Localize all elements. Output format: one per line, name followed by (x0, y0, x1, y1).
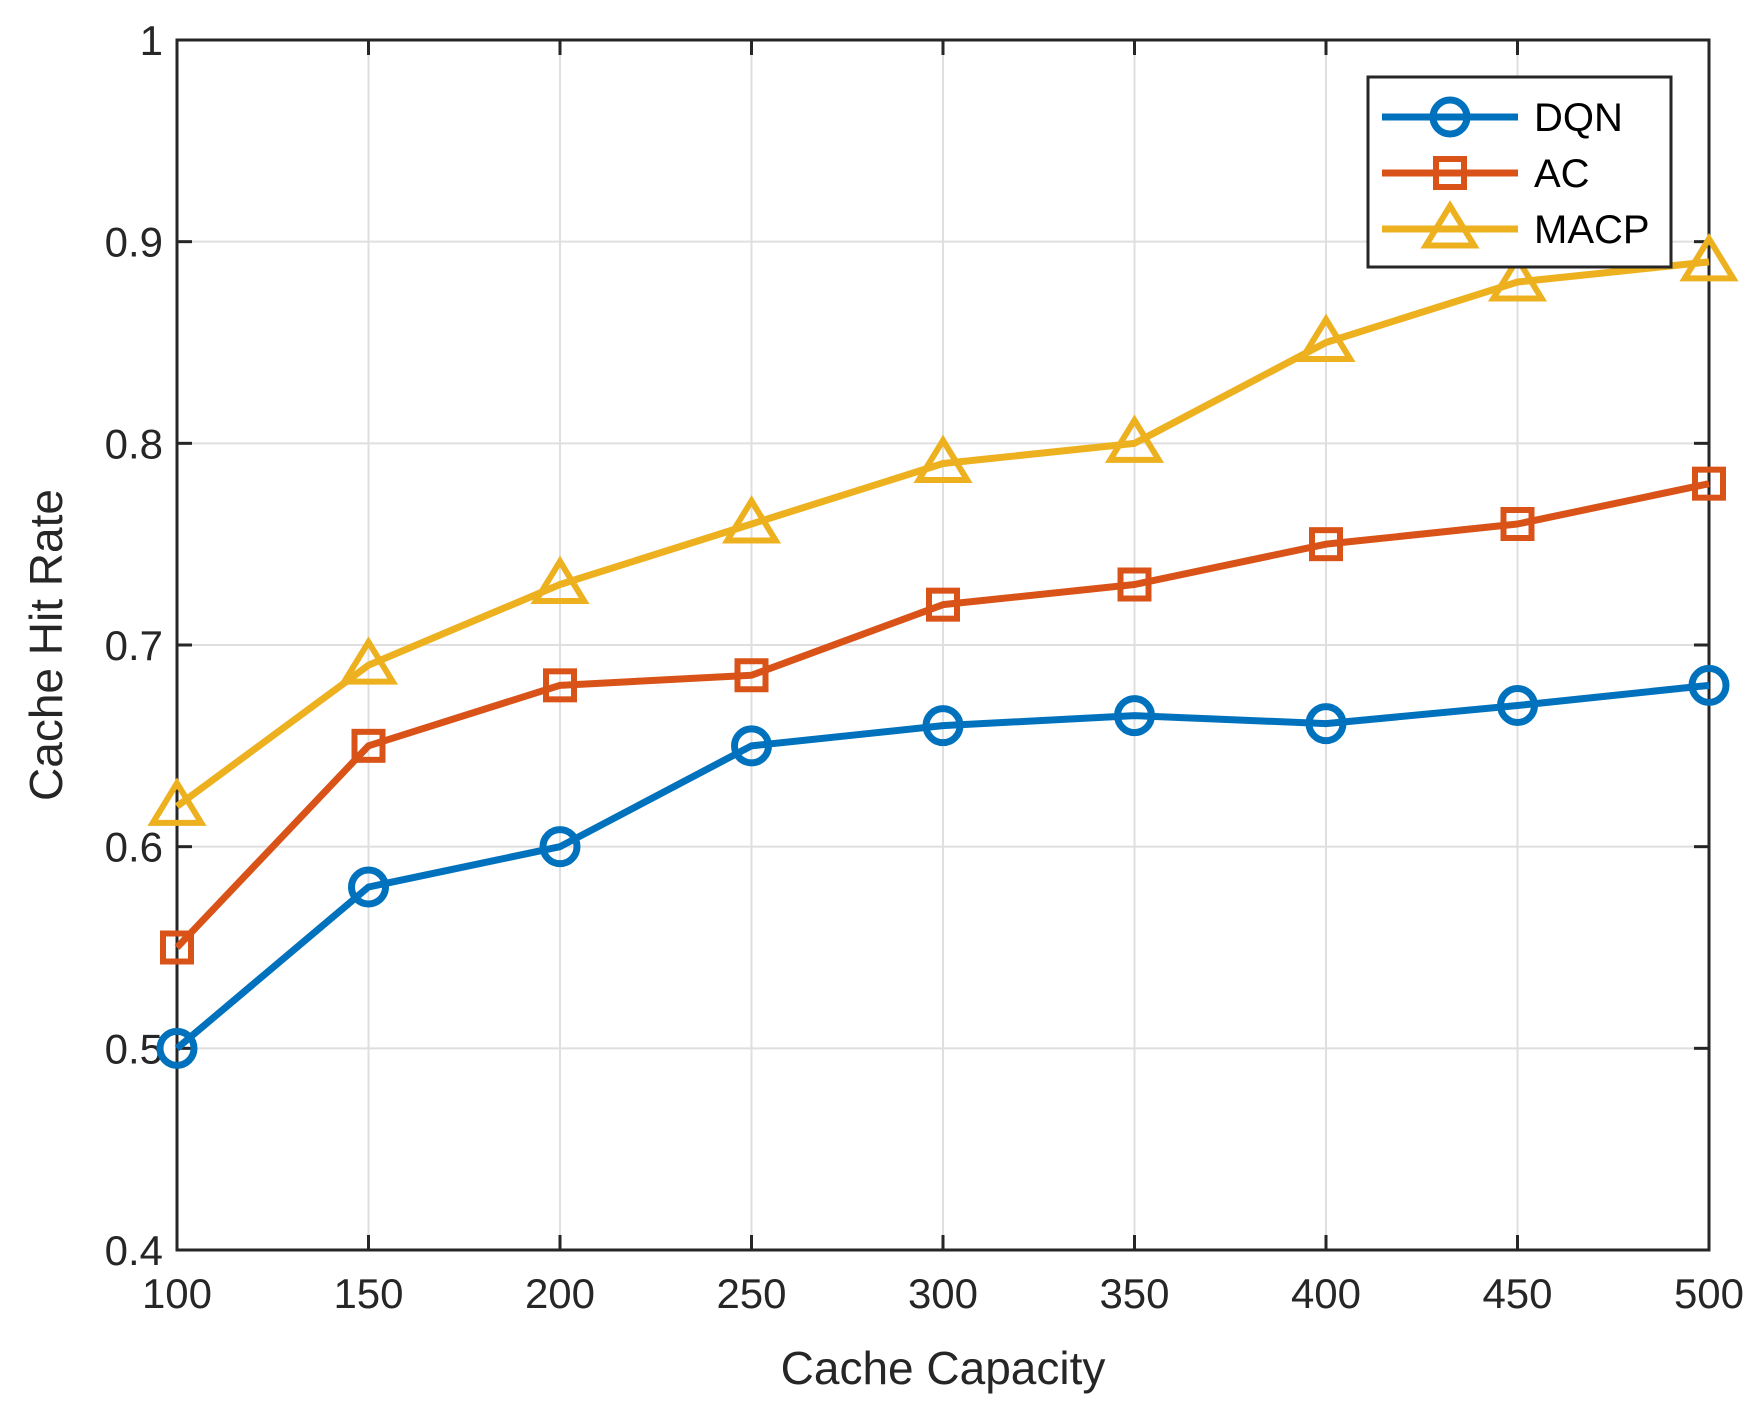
data-point-ac (1500, 507, 1535, 541)
series-ac (160, 466, 1726, 965)
y-axis-tick-labels: 0.4 0.5 0.6 0.7 0.8 0.9 1 (105, 17, 163, 1274)
data-point-macp (1104, 414, 1165, 463)
series-line-macp (174, 258, 1710, 810)
series-dqn (156, 664, 1730, 1069)
data-point-ac (734, 658, 769, 693)
y-tick-label: 0.6 (105, 824, 163, 871)
data-point-dqn (922, 705, 964, 747)
x-tick-label: 400 (1291, 1270, 1361, 1317)
series-line-ac (174, 480, 1710, 950)
data-point-dqn (1497, 685, 1538, 726)
y-tick-label: 0.4 (105, 1227, 163, 1274)
y-axis-title: Cache Hit Rate (20, 489, 72, 801)
legend: DQN AC MACP (1366, 75, 1673, 269)
y-tick-label: 1 (140, 17, 163, 64)
data-point-macp (530, 555, 590, 604)
legend-label-dqn: DQN (1534, 96, 1623, 140)
legend-items: DQN AC MACP (1382, 96, 1650, 252)
legend-label-ac: AC (1534, 152, 1590, 196)
series (147, 232, 1739, 1069)
data-point-ac (1692, 466, 1726, 501)
data-point-dqn (539, 826, 581, 868)
x-tick-label: 150 (333, 1270, 403, 1317)
data-point-dqn (1114, 695, 1155, 737)
legend-marker-ac (1433, 156, 1467, 190)
data-point-dqn (1305, 703, 1347, 745)
x-tick-label: 450 (1482, 1270, 1552, 1317)
data-point-macp (1296, 313, 1356, 362)
x-tick-label: 300 (908, 1270, 978, 1317)
data-point-macp (1679, 232, 1739, 282)
data-point-macp (1487, 253, 1548, 302)
legend-marker-dqn (1429, 96, 1471, 138)
data-point-macp (147, 777, 207, 826)
x-tick-label: 350 (1099, 1270, 1169, 1317)
data-point-ac (926, 587, 960, 622)
x-axis-title: Cache Capacity (781, 1342, 1106, 1394)
data-point-macp (721, 495, 782, 544)
y-tick-label: 0.7 (105, 622, 163, 669)
y-tick-label: 0.8 (105, 420, 163, 467)
data-point-ac (160, 930, 194, 965)
series-macp (147, 232, 1739, 826)
x-tick-label: 100 (142, 1270, 212, 1317)
x-tick-label: 200 (525, 1270, 595, 1317)
data-point-macp (913, 434, 973, 483)
ticks (175, 38, 1711, 1252)
x-axis-tick-labels: 100 150 200 250 300 350 400 450 500 (142, 1270, 1744, 1317)
data-point-dqn (731, 725, 772, 767)
series-line-dqn (174, 681, 1710, 1052)
data-point-macp (338, 636, 399, 685)
x-tick-label: 500 (1674, 1270, 1744, 1317)
data-point-ac (351, 728, 386, 763)
data-point-ac (543, 668, 577, 703)
data-point-dqn (348, 866, 389, 908)
y-tick-label: 0.9 (105, 219, 163, 266)
data-point-dqn (1688, 664, 1730, 706)
legend-marker-macp (1420, 200, 1480, 249)
data-point-dqn (156, 1027, 198, 1069)
x-tick-label: 250 (716, 1270, 786, 1317)
data-point-ac (1117, 567, 1152, 602)
y-tick-label: 0.5 (105, 1025, 163, 1072)
data-point-ac (1309, 527, 1343, 562)
legend-label-macp: MACP (1534, 208, 1650, 252)
